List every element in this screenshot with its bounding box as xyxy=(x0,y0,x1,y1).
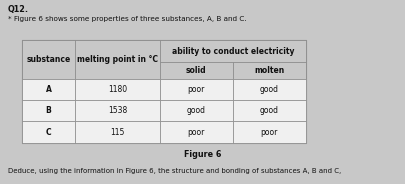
Text: C: C xyxy=(46,128,51,137)
Bar xyxy=(22,79,75,100)
Text: B: B xyxy=(46,106,51,115)
Bar xyxy=(233,121,306,143)
Text: poor: poor xyxy=(261,128,278,137)
Bar xyxy=(160,62,233,79)
Bar xyxy=(233,62,306,79)
Bar xyxy=(233,79,306,100)
Bar xyxy=(22,40,75,79)
Bar xyxy=(160,79,233,100)
Text: 1180: 1180 xyxy=(108,85,127,94)
Bar xyxy=(22,40,306,143)
Text: A: A xyxy=(46,85,51,94)
Text: substance: substance xyxy=(26,55,71,64)
Bar xyxy=(160,121,233,143)
Bar xyxy=(160,40,306,62)
Text: Figure 6: Figure 6 xyxy=(184,150,221,159)
Text: 1538: 1538 xyxy=(108,106,127,115)
Text: poor: poor xyxy=(188,128,205,137)
Bar xyxy=(22,100,75,121)
Text: good: good xyxy=(260,106,279,115)
Text: 115: 115 xyxy=(110,128,125,137)
Bar xyxy=(160,100,233,121)
Text: ability to conduct electricity: ability to conduct electricity xyxy=(172,47,294,56)
Text: solid: solid xyxy=(186,66,207,75)
Text: * Figure 6 shows some properties of three substances, A, B and C.: * Figure 6 shows some properties of thre… xyxy=(8,16,247,22)
Bar xyxy=(75,40,160,79)
Bar xyxy=(75,79,160,100)
Bar xyxy=(233,100,306,121)
Bar xyxy=(75,100,160,121)
Bar xyxy=(22,121,75,143)
Text: good: good xyxy=(260,85,279,94)
Text: good: good xyxy=(187,106,206,115)
Text: melting point in °C: melting point in °C xyxy=(77,55,158,64)
Text: Q12.: Q12. xyxy=(8,5,29,14)
Text: molten: molten xyxy=(254,66,284,75)
Text: poor: poor xyxy=(188,85,205,94)
Text: Deduce, using the information in Figure 6, the structure and bonding of substanc: Deduce, using the information in Figure … xyxy=(8,168,341,174)
Bar xyxy=(75,121,160,143)
